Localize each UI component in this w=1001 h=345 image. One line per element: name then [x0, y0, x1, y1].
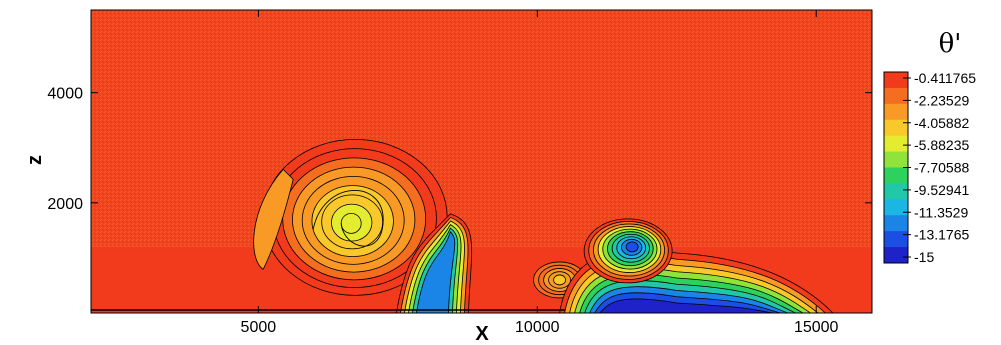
x-tick-label: 5000	[241, 319, 277, 336]
colorbar-band	[884, 167, 908, 184]
colorbar-band	[884, 199, 908, 216]
x-axis-title: X	[475, 323, 489, 345]
colorbar-band	[884, 247, 908, 264]
colorbar-label: -13.1765	[914, 227, 969, 243]
colorbar-label: -4.05882	[914, 115, 969, 131]
colorbar-band	[884, 151, 908, 168]
colorbar-band	[884, 183, 908, 200]
plot-frame	[90, 9, 873, 314]
colorbar-label: -11.3529	[914, 204, 968, 220]
contour-ring	[625, 241, 639, 253]
colorbar-labels: -0.411765 -2.23529 -4.05882 -5.88235 -7.7058…	[903, 70, 976, 265]
eddy-small	[533, 261, 586, 299]
contour-ring	[599, 298, 774, 313]
plot-background-upper	[91, 10, 872, 247]
colorbar-band	[884, 231, 908, 248]
y-tick-label: 2000	[47, 196, 83, 213]
spiral-line	[312, 190, 384, 247]
x-tick-label: 10000	[515, 319, 560, 336]
colorbar-label: -0.411765	[914, 70, 976, 86]
colorbar-label: -9.52941	[914, 182, 969, 198]
colorbar-bands	[884, 72, 908, 264]
colorbar-band	[884, 87, 908, 105]
x-tick-label: 15000	[794, 319, 839, 336]
colorbar-label: -5.88235	[914, 137, 969, 153]
vortex-core	[583, 218, 673, 284]
x-axis-ticks: 5000 10000 15000	[241, 10, 839, 336]
y-axis-ticks: 2000 4000	[47, 86, 872, 213]
colorbar: θ' -0.411765 -2.23529 -4.05882 -5.88235 -7.7…	[883, 29, 976, 265]
colorbar-band	[884, 103, 908, 121]
contour-ring	[340, 212, 362, 234]
y-tick-label: 4000	[47, 86, 83, 103]
plot-area	[90, 9, 873, 314]
colorbar-label: -7.70588	[914, 160, 969, 176]
colorbar-label: -2.23529	[914, 92, 969, 108]
colorbar-band	[884, 215, 908, 232]
rotor-tail	[253, 168, 294, 270]
contour-ring	[416, 231, 456, 313]
plume	[396, 213, 473, 313]
colorbar-band	[884, 119, 908, 137]
contour-features	[91, 138, 834, 313]
rotor-main	[253, 138, 448, 296]
colorbar-band	[884, 72, 908, 89]
contour-ring	[553, 274, 566, 286]
colorbar-title: θ'	[939, 29, 962, 59]
colorbar-label: -15	[914, 249, 934, 265]
colorbar-band	[884, 135, 908, 153]
y-axis-title: z	[24, 155, 46, 165]
